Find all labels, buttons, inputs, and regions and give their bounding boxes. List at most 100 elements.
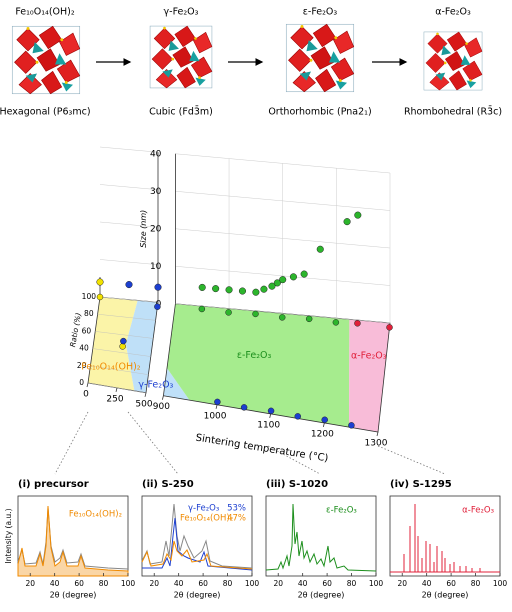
x-tick-label: 100 — [121, 579, 136, 588]
ratio-point — [332, 319, 340, 326]
ratio-grid-line — [92, 348, 151, 357]
x-tick-label: 60 — [446, 579, 456, 588]
phase-formula: Fe₁₀O₁₄(OH)₂ — [15, 7, 75, 18]
phase-caption: Hexagonal (P6₃mc) — [0, 107, 91, 118]
region-label: ε-Fe₂O₃ — [237, 350, 272, 361]
panel-title: (ii) S-250 — [142, 479, 194, 490]
phase-label: γ-Fe₂O₃ — [188, 504, 219, 514]
ratio-point — [214, 398, 221, 406]
size-point — [96, 278, 104, 286]
size-point — [316, 245, 324, 253]
xrd-pattern — [142, 517, 253, 571]
phase-formula: ε-Fe₂O₃ — [303, 7, 338, 18]
ratio-grid-line — [97, 314, 156, 321]
ratio-grid-line — [95, 331, 154, 339]
ratio-point — [225, 309, 232, 316]
x-tick-label: 40 — [422, 579, 432, 588]
size-grid-line — [175, 303, 391, 324]
x-tick-label: 100 — [369, 579, 384, 588]
region — [163, 368, 190, 401]
xrd-pattern — [17, 505, 129, 577]
size-grid-line — [175, 191, 391, 211]
ratio-grid-line — [90, 365, 149, 375]
xrd-panel: (iii) S-1020 ε-Fe₂O₃ 20 40 60 80 100 2θ (degree… — [265, 479, 384, 600]
panel-title: (iii) S-1020 — [266, 479, 328, 490]
x-tick-label: 20 — [25, 579, 35, 588]
region-label: γ-Fe₂O₃ — [138, 380, 173, 391]
x-tick-label: 250 — [106, 394, 123, 404]
ratio-point — [305, 315, 313, 323]
crystal-structure — [285, 23, 355, 93]
x-tick-label: 1000 — [204, 411, 227, 421]
size-grid-line — [99, 221, 159, 228]
ratio-point — [386, 324, 393, 331]
x-axis-label: 2θ (degree) — [422, 591, 469, 600]
phase-label: 47% — [227, 514, 246, 524]
region-label: Fe₁₀O₁₄(OH)₂ — [81, 362, 141, 373]
region-label: α-Fe₂O₃ — [351, 350, 387, 361]
x-tick-label: 80 — [471, 579, 481, 588]
size-tick-label: 20 — [150, 224, 162, 234]
x-tick-label: 80 — [99, 579, 109, 588]
xrd-panel: (ii) S-250 γ-Fe₂O₃ 53%Fe₁₀O₁₄(OH)₂47% 20 40 6… — [141, 479, 260, 600]
x-tick — [144, 392, 147, 397]
phase-label: 53% — [227, 504, 246, 514]
region — [125, 300, 158, 393]
x-tick-label: 60 — [322, 579, 332, 588]
size-point — [154, 283, 162, 291]
xrd-panel: (i) precursor Fe₁₀O₁₄(OH)₂ 20 40 60 80 100 2θ (… — [17, 479, 136, 600]
plot-frame — [265, 495, 377, 577]
ratio-tick-label: 100 — [82, 292, 97, 301]
ratio-point — [154, 303, 161, 310]
ratio-point — [348, 422, 355, 429]
xrd-pattern — [141, 540, 253, 570]
x-tick-label: 80 — [223, 579, 233, 588]
plot-frame — [389, 495, 501, 577]
ratio-tick-label: 20 — [77, 361, 87, 370]
size-tick-label: 30 — [150, 187, 162, 197]
size-point — [273, 279, 281, 287]
ratio-point — [354, 320, 361, 327]
region — [349, 319, 390, 432]
x-tick-label: 100 — [493, 579, 508, 588]
phase-label: ε-Fe₂O₃ — [326, 506, 357, 516]
ratio-point — [294, 413, 302, 420]
xrd-panels: (i) precursor Fe₁₀O₁₄(OH)₂ 20 40 60 80 100 2θ (… — [4, 479, 507, 600]
x-tick-label: 80 — [347, 579, 357, 588]
phase-caption: Cubic (Fd3̄m) — [149, 106, 213, 118]
ratio-tick-label: 0 — [79, 378, 84, 387]
x-tick-label: 20 — [149, 579, 159, 588]
size-tick-label: 40 — [150, 149, 162, 159]
size-point — [354, 211, 362, 219]
x-tick-label: 100 — [245, 579, 260, 588]
size-grid-line — [175, 228, 391, 249]
x-tick-label: 40 — [50, 579, 60, 588]
panel-title: (iv) S-1295 — [390, 479, 452, 490]
x-tick-label: 60 — [198, 579, 208, 588]
size-grid-line — [175, 266, 391, 286]
x-axis-label: 2θ (degree) — [50, 591, 97, 600]
x-tick-label: 60 — [74, 579, 84, 588]
ratio-tick-label: 40 — [79, 344, 89, 353]
phase-label: Fe₁₀O₁₄(OH)₂ — [180, 514, 233, 524]
ratio-tick-label: 80 — [84, 309, 94, 318]
phase-formula: γ-Fe₂O₃ — [164, 7, 199, 18]
x-tick-label: 1100 — [257, 420, 280, 430]
xrd-panel: (iv) S-1295 α-Fe₂O₃ 20 40 60 80 100 2θ (degree) — [389, 479, 508, 600]
x-tick — [269, 413, 272, 418]
x-tick-label: 500 — [135, 399, 152, 409]
x-tick-label: 20 — [397, 579, 407, 588]
size-tick-label: 10 — [150, 262, 162, 272]
ratio-point — [240, 404, 248, 411]
ratio-point — [120, 337, 127, 345]
x-tick — [215, 404, 218, 409]
x-tick-label: 40 — [298, 579, 308, 588]
size-point — [279, 276, 287, 284]
x-axis-label: 2θ (degree) — [298, 591, 345, 600]
plot-frame — [17, 495, 129, 577]
x-tick — [376, 431, 379, 437]
x-tick — [162, 395, 164, 400]
